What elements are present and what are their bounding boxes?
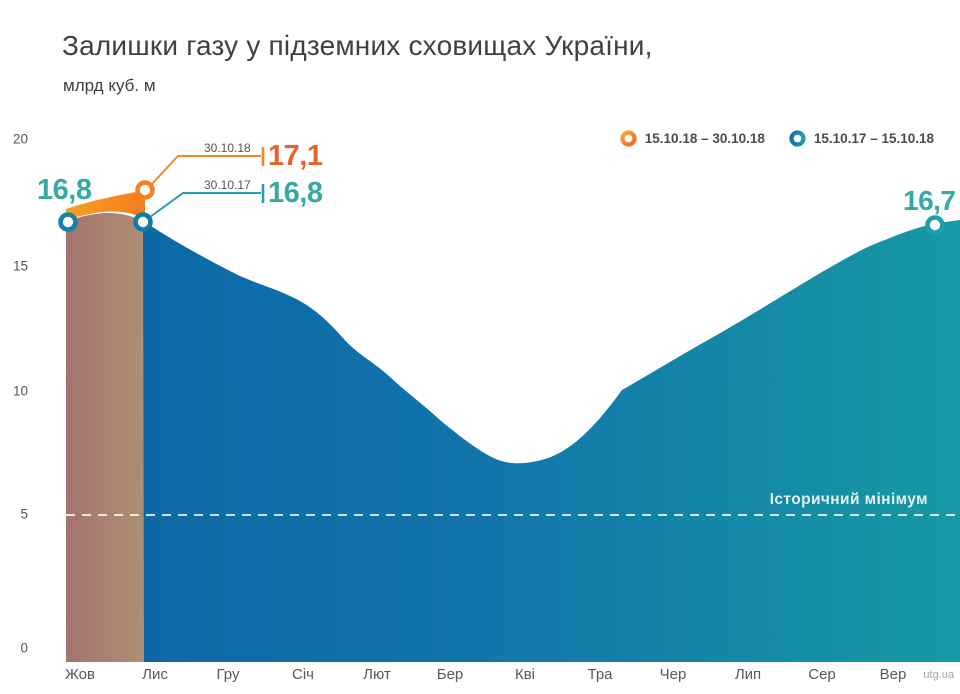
- callout-date-30-10-18: 30.10.18: [204, 141, 251, 155]
- legend-label-2018: 15.10.18 – 30.10.18: [644, 131, 765, 146]
- callout-value-16-8: 16,8: [268, 177, 323, 209]
- callout-value-17-1: 17,1: [268, 140, 323, 172]
- marker-30-10-17: [133, 212, 153, 232]
- legend-ring-orange-icon: [620, 130, 637, 147]
- area-overlay-orange: [66, 190, 145, 220]
- x-axis-month-jul: Лип: [734, 666, 762, 683]
- legend-label-2017: 15.10.17 – 15.10.18: [813, 131, 934, 146]
- x-axis-month-oct: Жов: [65, 666, 95, 683]
- marker-end-15-10-18: [925, 215, 945, 235]
- end-value-label: 16,7: [903, 185, 956, 216]
- credit-watermark: utg.ua: [923, 669, 954, 681]
- start-value-label: 16,8: [37, 174, 92, 206]
- y-axis-tick-0: 0: [20, 640, 28, 656]
- marker-30-10-18: [135, 180, 155, 200]
- x-axis-month-aug: Сер: [808, 666, 836, 683]
- area-overlap-brown: [66, 213, 144, 662]
- marker-start-15-10-17: [58, 212, 78, 232]
- y-axis-tick-5: 5: [20, 506, 28, 522]
- legend-item-2017: 15.10.17 – 15.10.18: [789, 130, 934, 147]
- callout-date-30-10-17: 30.10.17: [204, 178, 251, 192]
- historical-minimum-label: Історичний мінімум: [769, 491, 928, 508]
- legend: 15.10.18 – 30.10.18 15.10.17 – 15.10.18: [620, 130, 934, 147]
- chart-subtitle: млрд куб. м: [63, 76, 156, 95]
- legend-ring-teal-icon: [789, 130, 806, 147]
- x-axis-month-may: Тра: [587, 666, 613, 683]
- x-axis-month-sep: Вер: [879, 666, 907, 683]
- legend-item-2018: 15.10.18 – 30.10.18: [620, 130, 765, 147]
- y-axis-tick-10: 10: [12, 383, 28, 399]
- area-series-teal: [66, 213, 960, 662]
- x-axis-month-apr: Кві: [514, 666, 536, 683]
- callout-leader-teal: [149, 192, 261, 218]
- x-axis-month-nov: Лис: [142, 666, 168, 683]
- chart-title: Залишки газу у підземних сховищах Україн…: [62, 30, 653, 61]
- x-axis-month-dec: Гру: [216, 666, 240, 683]
- x-axis-month-mar: Бер: [436, 666, 464, 683]
- x-axis-month-jun: Чер: [659, 666, 687, 683]
- callout-leader-orange: [150, 155, 261, 186]
- x-axis-month-jan: Січ: [292, 666, 314, 683]
- y-axis-tick-15: 15: [12, 258, 28, 274]
- y-axis-tick-20: 20: [12, 131, 28, 147]
- x-axis-month-feb: Лют: [363, 666, 391, 683]
